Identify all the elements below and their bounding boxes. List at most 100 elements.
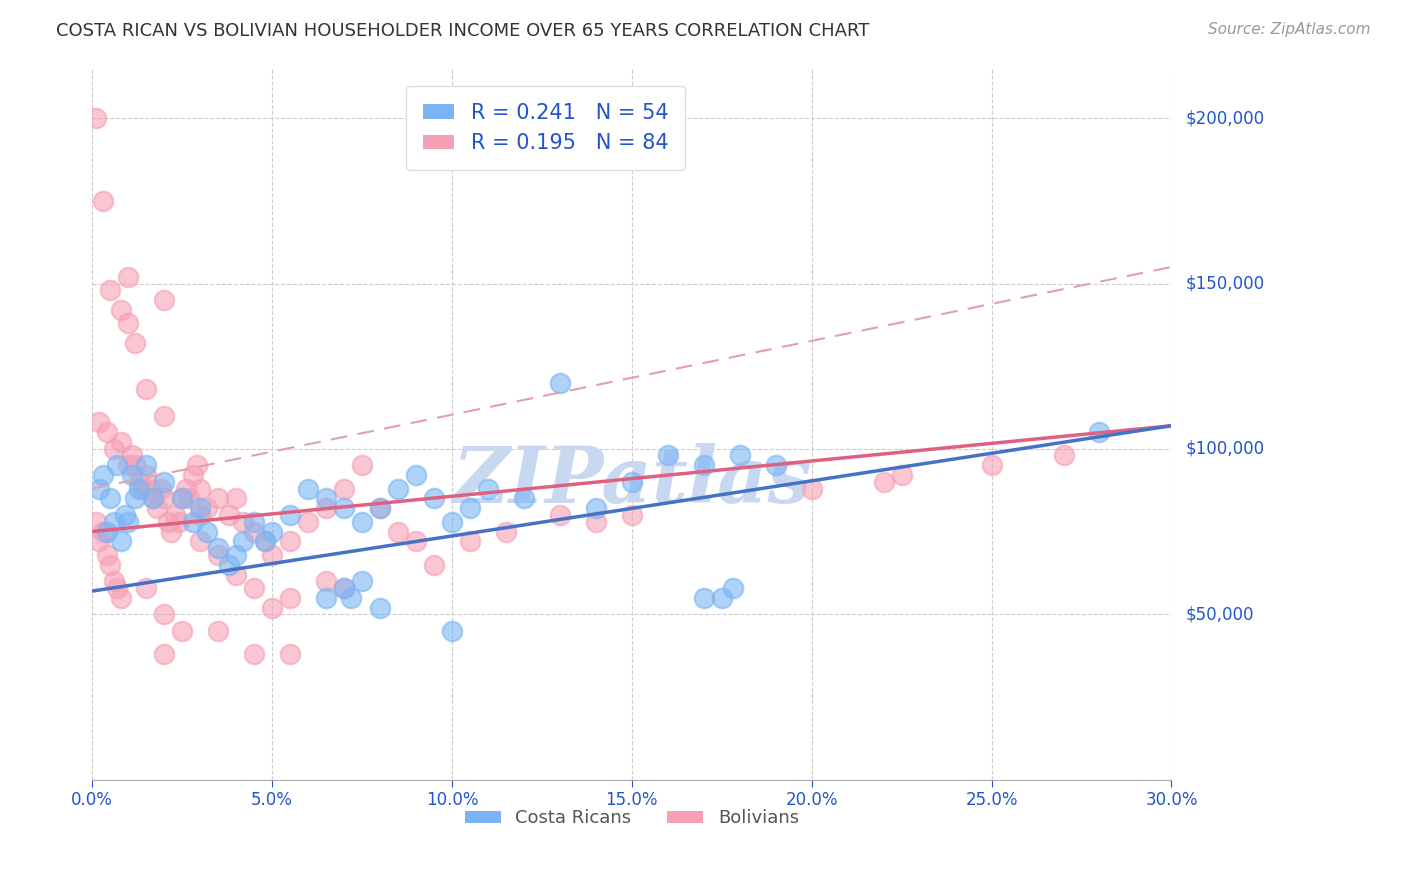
Point (800, 482, 823, 496)
Point (423, 558, 446, 572)
Text: $200,000: $200,000 (1185, 109, 1264, 128)
Point (340, 591, 363, 605)
Point (232, 534, 254, 549)
Point (207, 491, 229, 506)
Point (477, 482, 499, 496)
Point (98, 283, 121, 297)
Point (495, 524, 517, 539)
Point (105, 581, 128, 595)
Point (765, 458, 787, 473)
Point (103, 442, 125, 456)
Point (315, 591, 337, 605)
Point (218, 558, 240, 572)
Point (890, 468, 912, 483)
Point (188, 501, 211, 516)
Point (128, 482, 150, 496)
Point (218, 508, 240, 522)
Point (872, 475, 894, 489)
Point (260, 600, 283, 615)
Point (124, 336, 146, 351)
Point (149, 482, 172, 496)
Point (96, 524, 118, 539)
Point (135, 382, 157, 396)
Point (278, 508, 301, 522)
Point (225, 567, 247, 582)
Text: $150,000: $150,000 (1185, 275, 1264, 293)
Point (117, 458, 139, 473)
Point (135, 468, 157, 483)
Point (333, 501, 356, 516)
Point (620, 508, 643, 522)
Point (315, 501, 337, 516)
Point (333, 581, 356, 595)
Point (188, 534, 211, 549)
Point (387, 524, 409, 539)
Point (138, 482, 160, 496)
Point (657, 449, 679, 463)
Point (405, 468, 427, 483)
Legend: Costa Ricans, Bolivians: Costa Ricans, Bolivians (457, 802, 806, 835)
Point (297, 482, 319, 496)
Point (153, 491, 176, 506)
Point (195, 501, 218, 516)
Point (167, 515, 190, 529)
Point (207, 548, 229, 562)
Point (117, 515, 139, 529)
Point (91, 194, 114, 208)
Point (728, 449, 751, 463)
Point (135, 458, 157, 473)
Point (620, 475, 643, 489)
Point (163, 508, 186, 522)
Point (172, 491, 194, 506)
Point (110, 302, 132, 317)
Point (110, 591, 132, 605)
Point (225, 491, 247, 506)
Point (153, 475, 176, 489)
Point (114, 508, 136, 522)
Point (91, 468, 114, 483)
Point (350, 515, 373, 529)
Point (84, 111, 107, 125)
Point (98, 558, 121, 572)
Point (721, 581, 744, 595)
Point (186, 458, 208, 473)
Point (124, 491, 146, 506)
Point (110, 534, 132, 549)
Point (548, 508, 571, 522)
Point (105, 458, 128, 473)
Point (142, 491, 165, 506)
Point (96, 548, 118, 562)
Point (315, 574, 337, 589)
Text: $50,000: $50,000 (1185, 606, 1254, 624)
Point (181, 515, 204, 529)
Point (131, 482, 153, 496)
Text: COSTA RICAN VS BOLIVIAN HOUSEHOLDER INCOME OVER 65 YEARS CORRELATION CHART: COSTA RICAN VS BOLIVIAN HOUSEHOLDER INCO… (56, 22, 870, 40)
Point (458, 534, 481, 549)
Point (153, 607, 176, 622)
Point (89, 482, 111, 496)
Point (243, 581, 266, 595)
Point (710, 591, 733, 605)
Point (156, 515, 179, 529)
Point (423, 491, 446, 506)
Point (243, 515, 266, 529)
Point (207, 624, 229, 638)
Point (693, 591, 716, 605)
Point (172, 624, 194, 638)
Text: $100,000: $100,000 (1185, 440, 1264, 458)
Point (89, 416, 111, 430)
Point (84, 515, 107, 529)
Point (440, 624, 463, 638)
Point (387, 482, 409, 496)
Point (225, 548, 247, 562)
Point (440, 515, 463, 529)
Point (980, 458, 1002, 473)
Point (297, 515, 319, 529)
Point (260, 548, 283, 562)
Point (207, 541, 229, 555)
Point (315, 491, 337, 506)
Point (333, 581, 356, 595)
Point (278, 647, 301, 661)
Point (98, 491, 121, 506)
Point (124, 458, 146, 473)
